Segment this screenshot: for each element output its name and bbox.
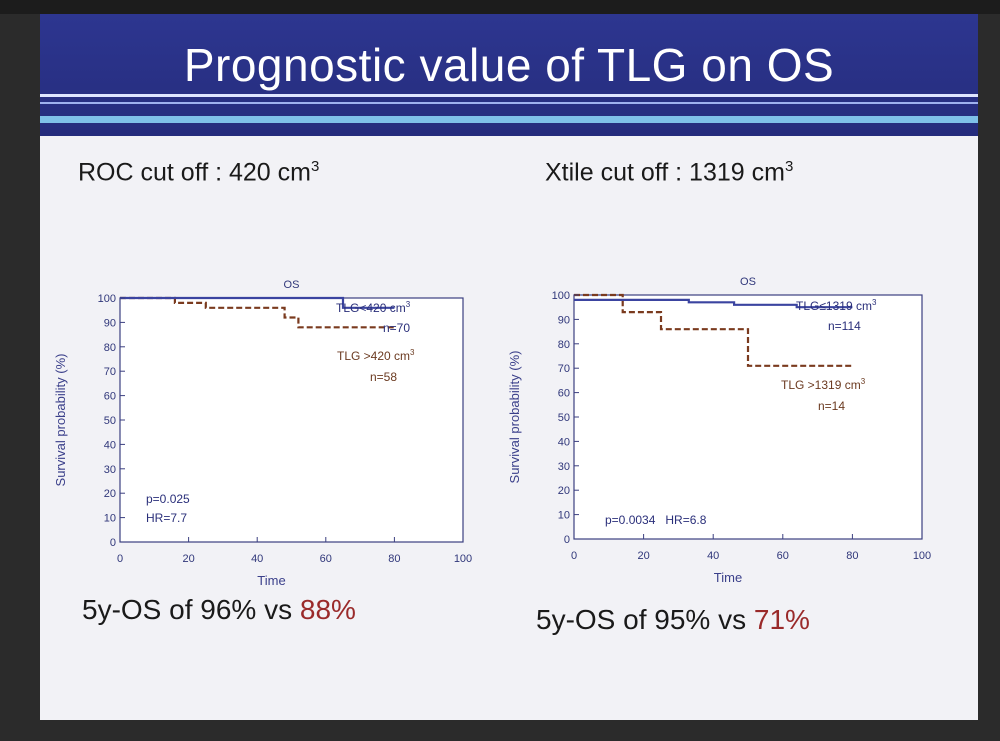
x-tick-label: 80 — [388, 553, 400, 565]
legend-high-left: TLG<420 cm3 — [336, 300, 411, 315]
legend-high-n-left: n=70 — [383, 321, 410, 335]
y-tick-label: 0 — [110, 537, 116, 549]
y-axis-title-left: Survival probability (%) — [53, 354, 68, 487]
y-tick-label: 70 — [558, 363, 570, 375]
km-line-high-tlg-left — [120, 296, 395, 329]
plot-area-left — [119, 297, 464, 543]
projector-frame — [0, 0, 1000, 14]
legend-low-n-left: n=58 — [370, 370, 397, 384]
y-tick-label: 60 — [558, 388, 570, 400]
km-line-low-tlg-right — [574, 298, 853, 309]
km-chart-right: p=0.0034 HR=6.8 TLG≤1319 cm3 n=114 TLG >1… — [507, 276, 931, 585]
x-tick-label: 0 — [571, 550, 577, 562]
x-tick-label: 100 — [454, 553, 472, 565]
title-stripe — [40, 116, 978, 123]
hr-value-left: HR=7.7 — [146, 511, 187, 525]
roc-cutoff-superscript: 3 — [310, 158, 320, 175]
y-tick-label: 10 — [558, 510, 570, 522]
y-tick-label: 100 — [98, 293, 116, 305]
xtile-cutoff-text: Xtile cut off : 1319 cm — [545, 158, 785, 187]
xtile-cutoff-superscript: 3 — [784, 158, 794, 175]
legend-low-right: TLG >1319 cm3 — [781, 377, 866, 392]
y-tick-label: 30 — [558, 461, 570, 473]
slide-title: Prognostic value of TLG on OS — [183, 39, 835, 91]
chart-title-left: OS — [284, 279, 300, 291]
x-tick-label: 40 — [251, 553, 263, 565]
y-tick-label: 40 — [558, 436, 570, 448]
summary-right: 5y-OS of 95% vs 71% — [536, 604, 810, 636]
y-tick-label: 50 — [558, 412, 570, 424]
y-tick-label: 90 — [104, 317, 116, 329]
y-tick-label: 70 — [104, 366, 116, 378]
y-tick-label: 10 — [104, 513, 116, 525]
p-value-left: p=0.025 — [146, 492, 190, 506]
x-tick-label: 100 — [913, 550, 931, 562]
p-hr-value-right: p=0.0034 HR=6.8 — [605, 513, 707, 527]
summary-right-highlight: 71% — [753, 604, 810, 635]
summary-left-highlight: 88% — [299, 594, 356, 625]
y-axis-title-right: Survival probability (%) — [507, 351, 522, 484]
y-tick-label: 50 — [104, 415, 116, 427]
x-axis-title-right: Time — [714, 570, 742, 585]
xtile-cutoff-label: Xtile cut off : 1319 cm3 — [545, 158, 793, 187]
title-stripe — [40, 102, 978, 104]
km-line-low-tlg-left — [120, 296, 395, 309]
y-tick-label: 80 — [558, 339, 570, 351]
x-axis-title-left: Time — [257, 573, 285, 588]
y-tick-label: 20 — [104, 488, 116, 500]
y-tick-label: 40 — [104, 439, 116, 451]
legend-high-n-right: n=114 — [828, 319, 861, 333]
y-tick-label: 80 — [104, 342, 116, 354]
title-stripe — [40, 94, 978, 97]
x-tick-label: 60 — [320, 553, 332, 565]
y-tick-label: 0 — [564, 534, 570, 546]
x-tick-label: 40 — [707, 550, 719, 562]
summary-left: 5y-OS of 96% vs 88% — [82, 594, 356, 626]
y-tick-label: 30 — [104, 464, 116, 476]
y-tick-label: 60 — [104, 391, 116, 403]
roc-cutoff-text: ROC cut off : 420 cm — [78, 158, 311, 187]
y-tick-label: 90 — [558, 314, 570, 326]
chart-title-right: OS — [740, 276, 756, 288]
km-line-high-tlg-right — [574, 293, 853, 367]
x-tick-label: 20 — [182, 553, 194, 565]
title-bar: Prognostic value of TLG on OS — [40, 14, 978, 136]
summary-right-text: 5y-OS of 95% vs — [536, 604, 754, 635]
x-tick-label: 60 — [777, 550, 789, 562]
km-chart-left: p=0.025 HR=7.7 TLG<420 cm3 n=70 TLG >420… — [53, 279, 472, 588]
legend-low-n-right: n=14 — [818, 399, 845, 413]
y-tick-label: 20 — [558, 485, 570, 497]
y-tick-label: 100 — [552, 290, 570, 302]
legend-low-left: TLG >420 cm3 — [337, 348, 415, 363]
x-tick-label: 0 — [117, 553, 123, 565]
roc-cutoff-label: ROC cut off : 420 cm3 — [78, 158, 319, 187]
summary-left-text: 5y-OS of 96% vs — [82, 594, 300, 625]
x-tick-label: 80 — [846, 550, 858, 562]
legend-high-right: TLG≤1319 cm3 — [796, 298, 877, 313]
x-tick-label: 20 — [637, 550, 649, 562]
